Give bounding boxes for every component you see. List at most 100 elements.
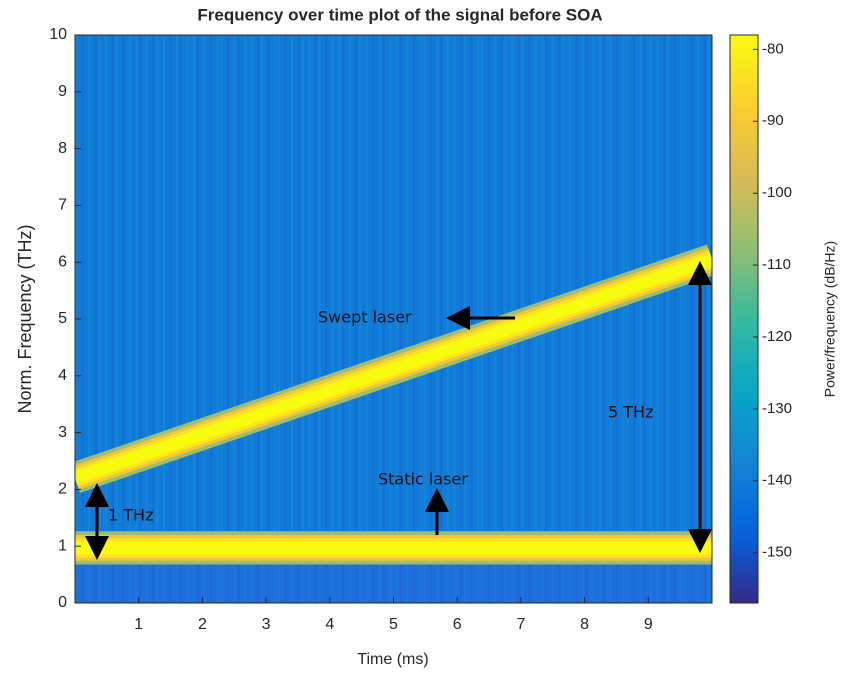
- texture: [145, 35, 148, 603]
- texture: [643, 35, 646, 603]
- texture: [680, 35, 683, 603]
- texture: [342, 35, 345, 603]
- annotation: 5 THz: [608, 403, 653, 422]
- texture: [365, 35, 368, 603]
- texture: [348, 35, 351, 603]
- annotation: Swept laser: [318, 308, 412, 327]
- y-tick-label: 9: [58, 83, 67, 100]
- y-tick-label: 2: [58, 481, 67, 498]
- texture: [244, 35, 246, 603]
- texture: [210, 35, 212, 603]
- texture: [453, 35, 456, 603]
- x-tick-label: 8: [580, 616, 589, 633]
- texture: [413, 35, 415, 603]
- texture: [650, 35, 652, 603]
- y-tick-label: 0: [58, 594, 67, 611]
- texture: [616, 35, 618, 603]
- band: [75, 253, 712, 484]
- texture: [592, 35, 595, 603]
- x-axis-label: Time (ms): [357, 651, 428, 668]
- texture: [162, 35, 165, 603]
- texture: [203, 35, 206, 603]
- texture: [237, 35, 240, 603]
- y-tick-label: 8: [58, 140, 67, 157]
- texture: [622, 35, 625, 603]
- texture: [707, 35, 710, 603]
- texture: [179, 35, 182, 603]
- annotation: 1 THz: [108, 506, 153, 525]
- texture: [111, 35, 114, 603]
- texture: [81, 35, 84, 603]
- y-axis-label: Norm. Frequency (THz): [15, 224, 35, 413]
- texture: [663, 35, 666, 603]
- texture: [382, 35, 385, 603]
- y-tick-label: 4: [58, 367, 67, 384]
- texture: [430, 35, 432, 603]
- annotation: Static laser: [378, 470, 468, 489]
- colorbar: [729, 34, 759, 604]
- x-tick-label: 7: [516, 616, 525, 633]
- texture: [122, 35, 125, 603]
- texture: [633, 35, 635, 603]
- texture: [585, 35, 588, 603]
- texture: [355, 35, 358, 603]
- texture: [301, 35, 304, 603]
- texture: [440, 35, 443, 603]
- y-tick-label: 5: [58, 310, 67, 327]
- texture: [227, 35, 229, 603]
- texture: [94, 35, 97, 603]
- texture: [389, 35, 392, 603]
- texture: [626, 35, 629, 603]
- texture: [419, 35, 422, 603]
- texture: [278, 35, 280, 603]
- texture: [372, 35, 375, 603]
- texture: [308, 35, 311, 603]
- texture: [406, 35, 409, 603]
- y-tick-label: 3: [58, 424, 67, 441]
- texture: [135, 35, 138, 603]
- texture: [599, 35, 601, 603]
- texture: [314, 35, 317, 603]
- texture: [297, 35, 300, 603]
- x-tick-label: 4: [325, 616, 334, 633]
- texture: [284, 35, 287, 603]
- texture: [684, 35, 686, 603]
- texture: [399, 35, 402, 603]
- texture: [436, 35, 439, 603]
- spectrogram-background: [75, 35, 712, 603]
- x-tick-label: 2: [198, 616, 207, 633]
- colorbar-tick-label: -130: [762, 400, 792, 417]
- texture: [233, 35, 236, 603]
- texture: [703, 35, 706, 603]
- texture: [609, 35, 612, 603]
- x-tick-label: 3: [262, 616, 271, 633]
- texture: [318, 35, 321, 603]
- texture: [291, 35, 294, 603]
- y-tick-label: 6: [58, 253, 67, 270]
- y-tick-label: 1: [58, 537, 67, 554]
- colorbar-label: Power/frequency (dB/Hz): [822, 241, 838, 397]
- texture: [667, 35, 669, 603]
- texture: [379, 35, 381, 603]
- texture: [257, 35, 260, 603]
- colorbar-tick-label: -90: [762, 112, 784, 129]
- texture: [220, 35, 223, 603]
- texture: [331, 35, 334, 603]
- texture: [673, 35, 676, 603]
- texture: [169, 35, 172, 603]
- x-tick-label: 5: [389, 616, 398, 633]
- texture: [639, 35, 642, 603]
- x-tick-label: 1: [134, 616, 143, 633]
- chart-title: Frequency over time plot of the signal b…: [197, 5, 602, 24]
- texture: [325, 35, 328, 603]
- texture: [656, 35, 659, 603]
- y-tick-label: 10: [49, 26, 67, 43]
- texture: [267, 35, 270, 603]
- texture: [186, 35, 189, 603]
- colorbar-tick-label: -80: [762, 40, 784, 57]
- texture: [250, 35, 253, 603]
- colorbar-tick-label: -110: [762, 256, 791, 273]
- texture: [98, 35, 101, 603]
